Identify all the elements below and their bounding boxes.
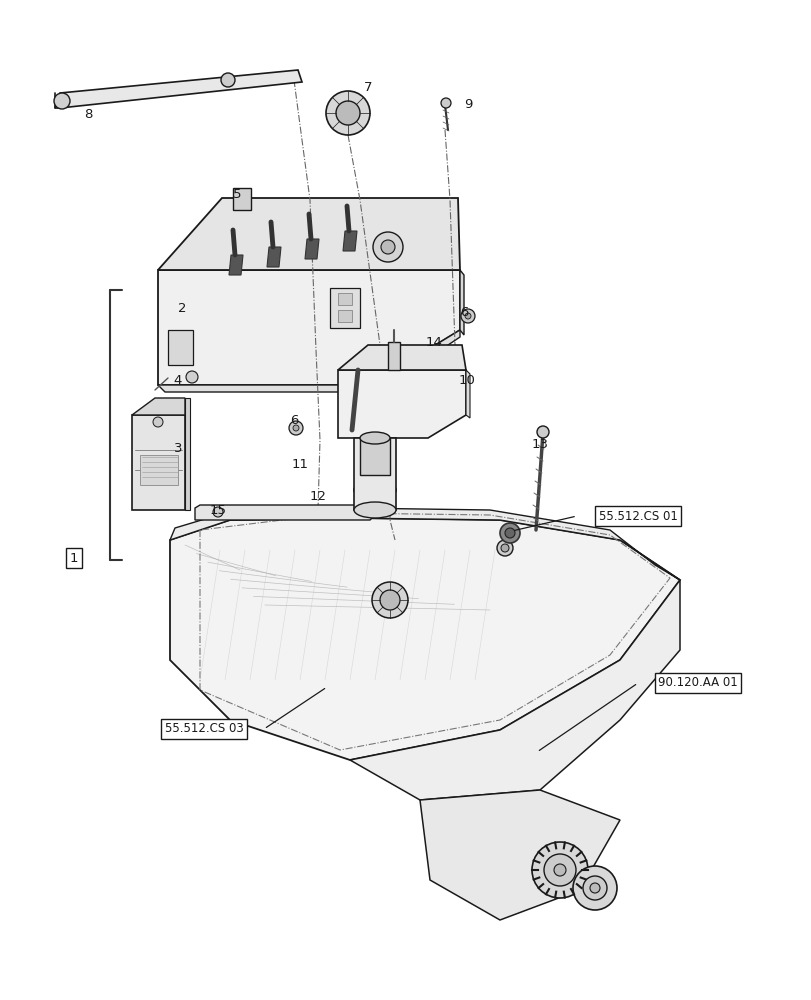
Text: 7: 7: [363, 81, 371, 94]
Text: 5: 5: [233, 188, 241, 201]
Ellipse shape: [354, 480, 396, 500]
Text: 2: 2: [178, 302, 186, 314]
Polygon shape: [132, 398, 185, 415]
Text: 4: 4: [174, 373, 182, 386]
Polygon shape: [359, 438, 389, 475]
Circle shape: [372, 232, 402, 262]
Circle shape: [380, 590, 400, 610]
Circle shape: [536, 426, 548, 438]
Bar: [168, 330, 193, 365]
Text: 14: 14: [425, 336, 442, 350]
Bar: [337, 310, 351, 322]
Circle shape: [500, 544, 508, 552]
Polygon shape: [158, 270, 460, 385]
Bar: [337, 293, 351, 305]
Circle shape: [543, 854, 575, 886]
Circle shape: [500, 523, 519, 543]
Circle shape: [221, 73, 234, 87]
Bar: [329, 288, 359, 328]
Text: 55.512.CS 03: 55.512.CS 03: [165, 722, 243, 735]
Text: 13: 13: [531, 438, 547, 450]
Bar: [388, 342, 400, 370]
Polygon shape: [229, 255, 242, 275]
Circle shape: [336, 101, 359, 125]
Circle shape: [152, 417, 163, 427]
Polygon shape: [169, 508, 679, 580]
Bar: [233, 188, 251, 210]
Polygon shape: [185, 398, 190, 510]
Text: 90.120.AA 01: 90.120.AA 01: [657, 676, 737, 690]
Circle shape: [212, 507, 223, 517]
Circle shape: [504, 528, 514, 538]
Text: 6: 6: [290, 414, 298, 426]
Polygon shape: [195, 505, 375, 520]
Circle shape: [325, 91, 370, 135]
Polygon shape: [350, 580, 679, 800]
Text: 10: 10: [458, 373, 475, 386]
Text: 6: 6: [459, 306, 468, 318]
Polygon shape: [267, 247, 281, 267]
Text: 3: 3: [174, 442, 182, 456]
Polygon shape: [55, 70, 302, 108]
Polygon shape: [466, 370, 470, 418]
Text: 8: 8: [84, 108, 92, 121]
Text: 15: 15: [209, 504, 226, 516]
Circle shape: [582, 876, 607, 900]
Circle shape: [465, 313, 470, 319]
Text: 9: 9: [463, 98, 472, 111]
Polygon shape: [158, 330, 460, 392]
Polygon shape: [305, 239, 319, 259]
Polygon shape: [337, 370, 466, 438]
Text: 55.512.CS 01: 55.512.CS 01: [598, 510, 676, 522]
Circle shape: [380, 240, 394, 254]
Circle shape: [573, 866, 616, 910]
Polygon shape: [419, 790, 620, 920]
Polygon shape: [337, 345, 466, 370]
Polygon shape: [132, 415, 185, 510]
Polygon shape: [460, 270, 463, 335]
Circle shape: [590, 883, 599, 893]
Circle shape: [440, 98, 450, 108]
Circle shape: [293, 425, 298, 431]
Polygon shape: [354, 438, 396, 510]
Ellipse shape: [354, 502, 396, 518]
Circle shape: [289, 421, 303, 435]
Circle shape: [496, 540, 513, 556]
Polygon shape: [342, 231, 357, 251]
Text: 12: 12: [309, 490, 326, 504]
Bar: [139, 455, 178, 485]
Circle shape: [461, 309, 474, 323]
Ellipse shape: [359, 432, 389, 444]
Circle shape: [553, 864, 565, 876]
Polygon shape: [158, 198, 460, 270]
Circle shape: [371, 582, 407, 618]
Circle shape: [186, 371, 198, 383]
Circle shape: [54, 93, 70, 109]
Text: 11: 11: [291, 458, 308, 472]
Circle shape: [531, 842, 587, 898]
Text: 1: 1: [70, 552, 78, 564]
Polygon shape: [169, 518, 679, 760]
